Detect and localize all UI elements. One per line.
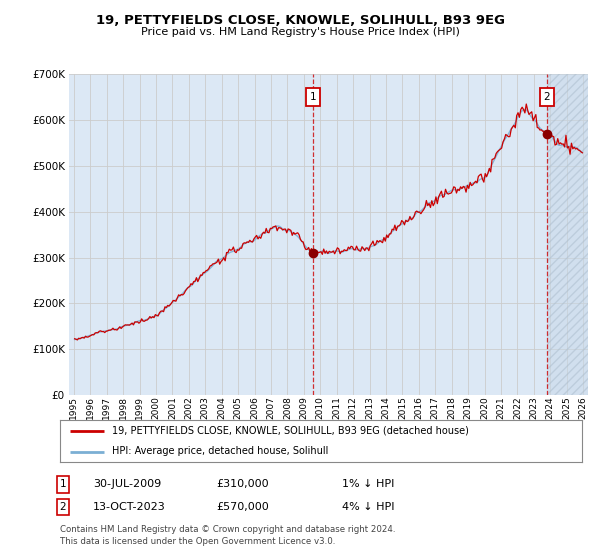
- Text: 4% ↓ HPI: 4% ↓ HPI: [342, 502, 395, 512]
- Text: £310,000: £310,000: [216, 479, 269, 489]
- Text: Price paid vs. HM Land Registry's House Price Index (HPI): Price paid vs. HM Land Registry's House …: [140, 27, 460, 37]
- Text: 1% ↓ HPI: 1% ↓ HPI: [342, 479, 394, 489]
- Text: 1: 1: [59, 479, 67, 489]
- Text: This data is licensed under the Open Government Licence v3.0.: This data is licensed under the Open Gov…: [60, 537, 335, 546]
- Text: 2: 2: [544, 92, 550, 102]
- Text: Contains HM Land Registry data © Crown copyright and database right 2024.: Contains HM Land Registry data © Crown c…: [60, 525, 395, 534]
- Text: 1: 1: [310, 92, 316, 102]
- Text: 19, PETTYFIELDS CLOSE, KNOWLE, SOLIHULL, B93 9EG: 19, PETTYFIELDS CLOSE, KNOWLE, SOLIHULL,…: [95, 14, 505, 27]
- Text: HPI: Average price, detached house, Solihull: HPI: Average price, detached house, Soli…: [112, 446, 329, 456]
- Text: 19, PETTYFIELDS CLOSE, KNOWLE, SOLIHULL, B93 9EG (detached house): 19, PETTYFIELDS CLOSE, KNOWLE, SOLIHULL,…: [112, 426, 469, 436]
- Text: 30-JUL-2009: 30-JUL-2009: [93, 479, 161, 489]
- Text: 2: 2: [59, 502, 67, 512]
- Text: 13-OCT-2023: 13-OCT-2023: [93, 502, 166, 512]
- Text: £570,000: £570,000: [216, 502, 269, 512]
